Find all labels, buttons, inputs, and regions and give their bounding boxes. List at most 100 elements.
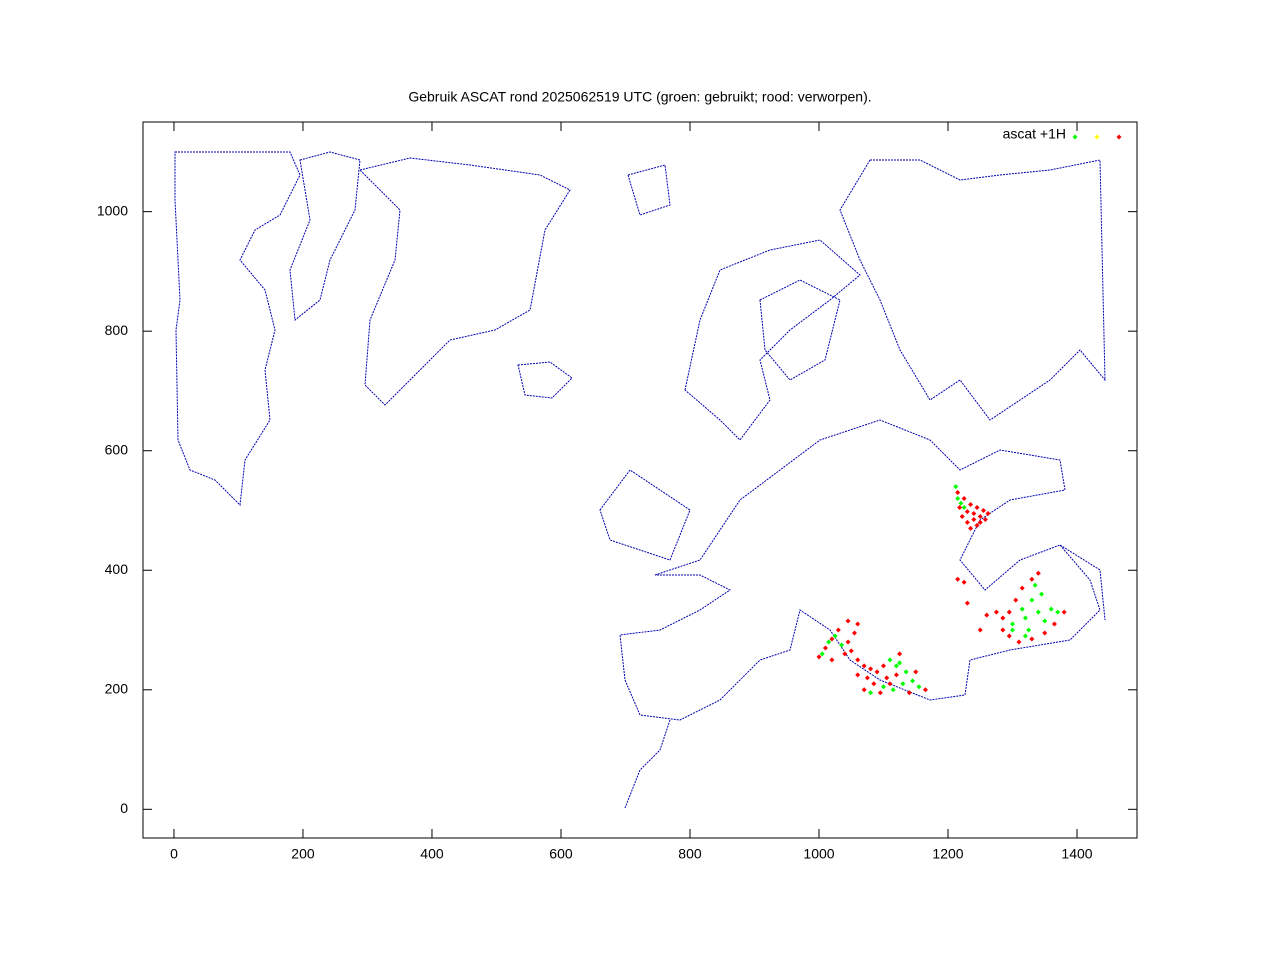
coastline [684,239,861,441]
data-point [916,684,922,690]
data-point [1035,609,1041,615]
data-point [1026,627,1032,633]
data-point [855,621,861,627]
data-point [845,618,851,624]
data-point [890,687,896,693]
data-point [961,496,967,502]
data-point [959,513,965,519]
legend-swatch [1072,134,1078,140]
data-point [1061,609,1067,615]
data-point [884,675,890,681]
x-tick-label: 400 [420,846,444,862]
data-point [1019,606,1025,612]
data-point [913,669,919,675]
data-point [1016,639,1022,645]
x-tick-label: 1200 [932,846,963,862]
legend-swatch [1116,134,1122,140]
data-point [822,645,828,651]
data-point [977,519,983,525]
y-tick-label: 400 [105,561,129,577]
coastline [289,151,361,321]
data-point [961,579,967,585]
data-point [881,663,887,669]
data-point [1042,630,1048,636]
legend-swatch [1094,134,1100,140]
data-point [993,609,999,615]
data-point [1000,627,1006,633]
coastline [627,164,671,216]
data-point [855,657,861,663]
x-tick-label: 1000 [803,846,834,862]
y-tick-label: 600 [105,441,129,457]
data-point [1048,606,1054,612]
data-point [893,672,899,678]
data-point [893,663,899,669]
data-point [1029,576,1035,582]
coastline [619,419,1101,721]
data-point [985,510,991,516]
y-tick-label: 1000 [97,202,128,218]
data-point [851,630,857,636]
x-tick-label: 600 [549,846,573,862]
x-tick-label: 200 [291,846,315,862]
x-tick-label: 0 [170,846,178,862]
x-tick-label: 800 [678,846,702,862]
data-point [1035,570,1041,576]
data-point [1019,585,1025,591]
data-point [887,681,893,687]
data-point [839,642,845,648]
data-point [971,516,977,522]
coastline [174,151,301,507]
data-point [871,681,877,687]
data-point [980,507,986,513]
data-point [900,681,906,687]
data-point [1051,621,1057,627]
y-tick-label: 200 [105,680,129,696]
data-point [974,522,980,528]
data-point [906,690,912,696]
data-point [957,504,963,510]
coastlines [174,151,1106,809]
data-point [881,684,887,690]
data-point [1010,621,1016,627]
data-point [977,627,983,633]
data-point [861,663,867,669]
data-point [1022,633,1028,639]
data-point [977,513,983,519]
data-point [955,496,961,502]
x-tick-label: 1400 [1061,846,1092,862]
data-point [910,678,916,684]
data-point [855,672,861,678]
data-point [816,654,822,660]
data-point [971,510,977,516]
data-point [829,636,835,642]
data-point [842,651,848,657]
data-point [845,639,851,645]
data-point [1039,591,1045,597]
data-point [953,484,959,490]
data-point [958,500,964,506]
data-point [835,627,841,633]
data-point [868,666,874,672]
data-point [829,657,835,663]
coastline [517,361,573,399]
y-tick-label: 0 [120,800,128,816]
data-point [968,502,974,508]
coastline [1059,544,1106,621]
data-point [1013,597,1019,603]
data-point [1006,609,1012,615]
data-point [1055,609,1061,615]
data-point [903,669,909,675]
data-point [982,516,988,522]
data-point [922,687,928,693]
data-point [848,648,854,654]
data-point [1029,597,1035,603]
data-point [897,660,903,666]
data-point [1022,615,1028,621]
plot-border [142,121,1138,839]
coastline [759,279,841,381]
data-point [819,651,825,657]
data-point [887,657,893,663]
chart-title: Gebruik ASCAT rond 2025062519 UTC (groen… [408,89,871,105]
